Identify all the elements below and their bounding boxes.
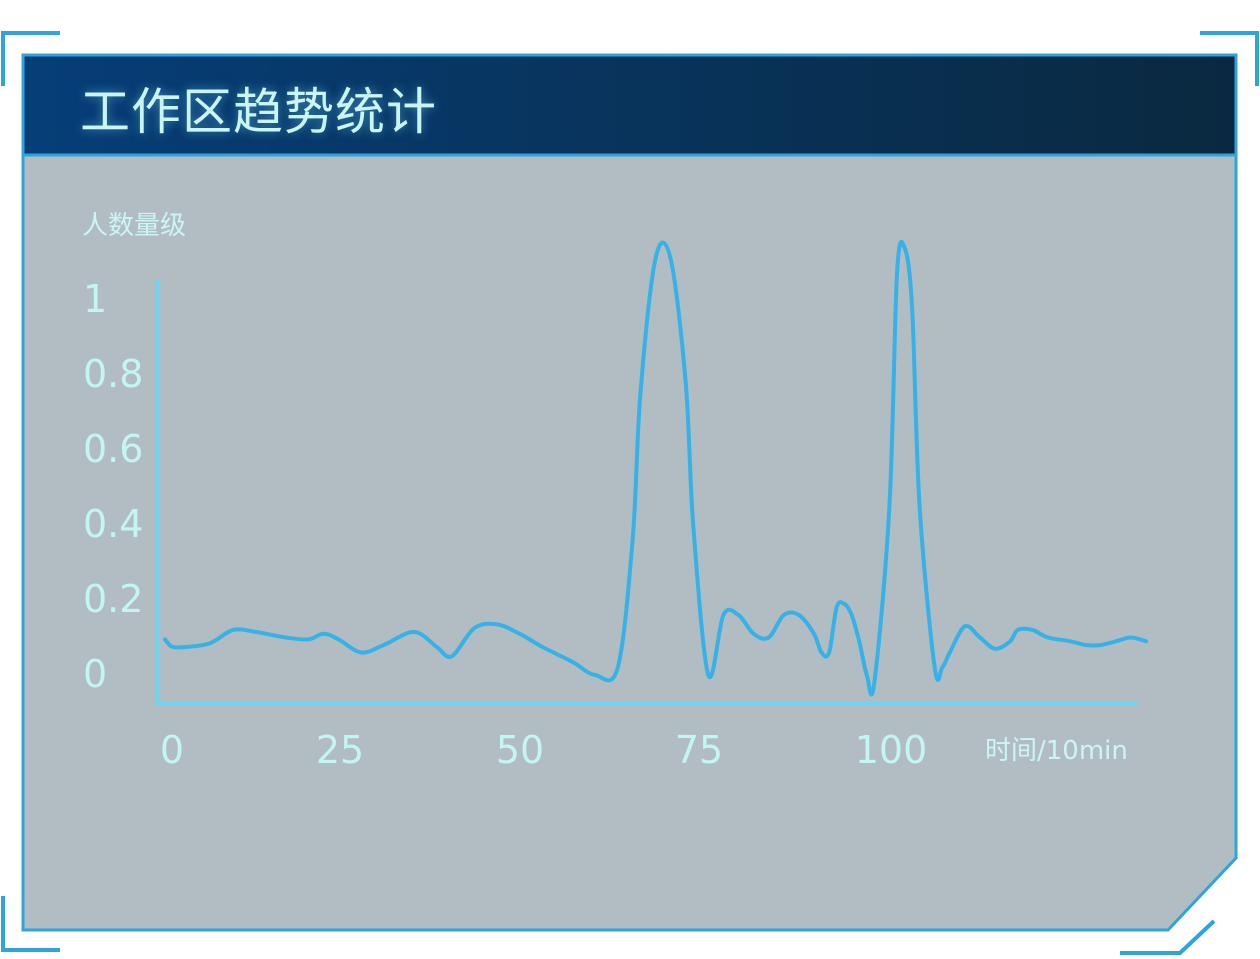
panel-title: 工作区趋势统计 (80, 83, 437, 141)
y-tick-label: 1 (83, 277, 108, 321)
x-tick-label: 0 (159, 728, 185, 772)
y-tick-label: 0.4 (83, 502, 144, 546)
corner-bracket-top-left (1, 31, 60, 86)
series-line-0 (163, 239, 1148, 697)
y-axis-label: 人数量级 (82, 211, 187, 241)
y-tick-label: 0 (83, 652, 108, 696)
chart-axes (155, 280, 1138, 706)
x-axis-label: 时间/10min (985, 736, 1128, 766)
x-tick-label: 50 (495, 728, 545, 772)
corner-bracket-bottom-left (1, 896, 60, 952)
y-tick-label: 0.6 (83, 427, 144, 471)
y-tick-label: 0.8 (83, 352, 144, 396)
x-tick-label: 25 (315, 728, 365, 772)
x-tick-label: 75 (674, 728, 724, 772)
x-tick-label: 100 (854, 728, 928, 772)
corner-bracket-bottom-right (1120, 919, 1216, 955)
y-tick-label: 0.2 (83, 577, 144, 621)
panel-header (21, 53, 1238, 157)
corner-bracket-top-right (1200, 31, 1259, 86)
chart-series (163, 239, 1148, 697)
